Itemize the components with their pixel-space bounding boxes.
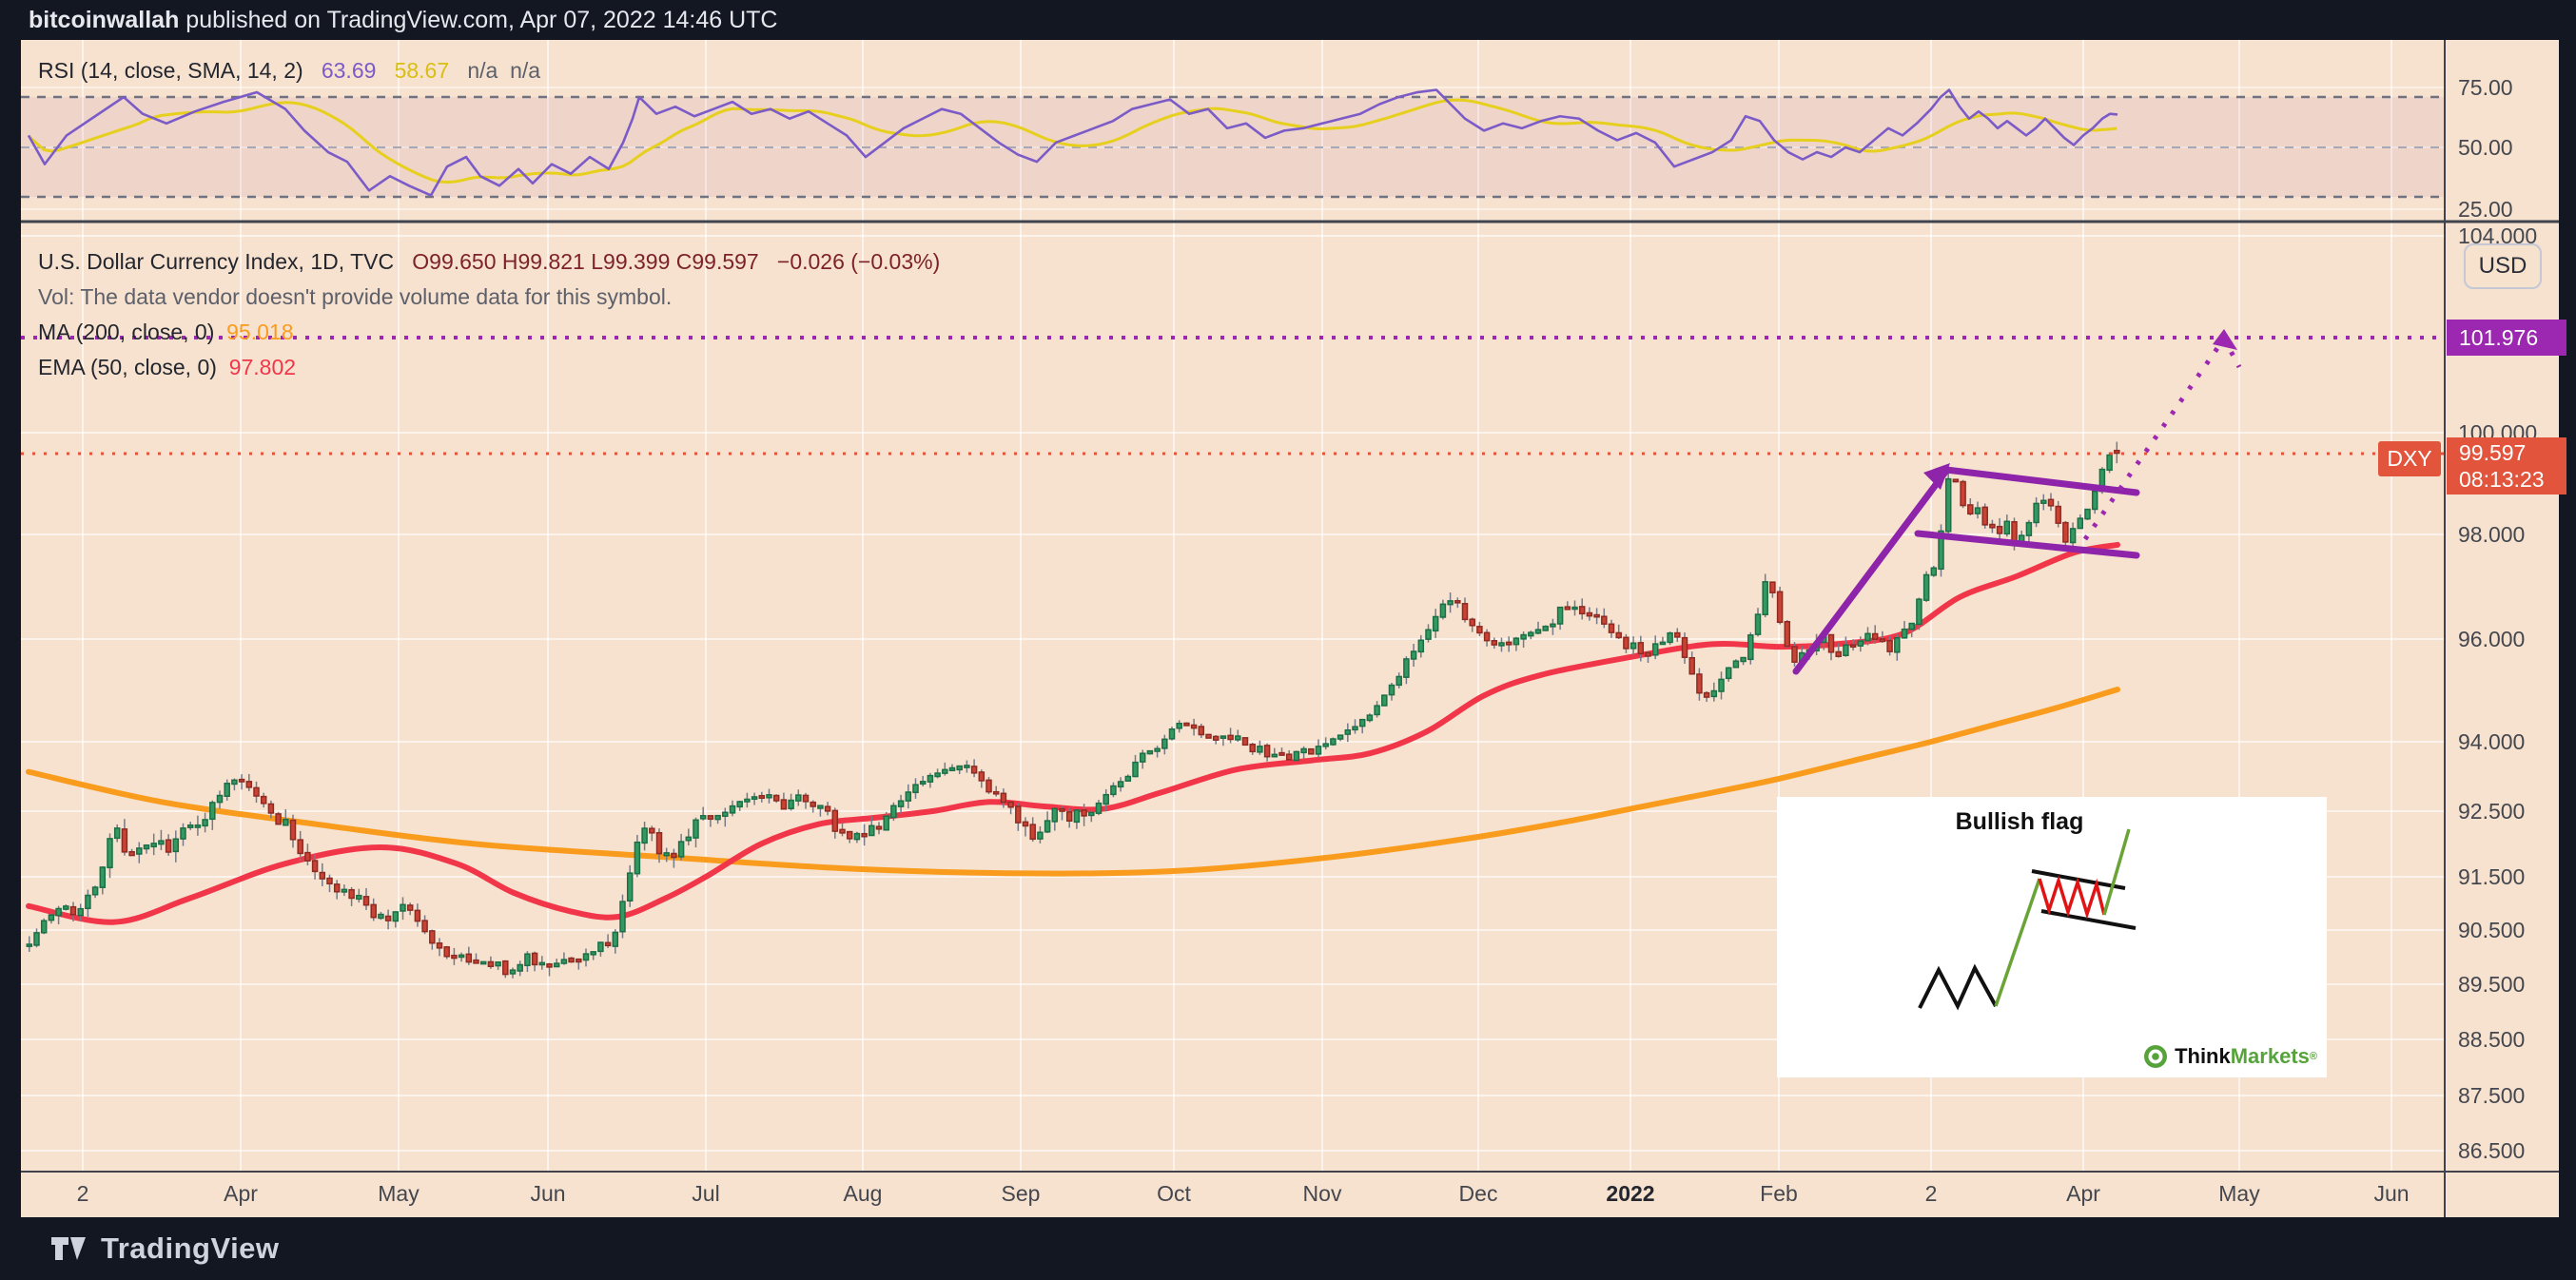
time-tick-label: Jul: [692, 1181, 720, 1206]
price-tick-label: 91.500: [2458, 864, 2526, 889]
attribution-text: published on TradingView.com, Apr 07, 20…: [179, 7, 778, 33]
time-tick-label: May: [378, 1181, 420, 1206]
time-tick-label: Aug: [843, 1181, 883, 1206]
price-tick-label: 88.500: [2458, 1027, 2526, 1052]
rsi-na1: n/a: [467, 58, 498, 83]
rsi-na2: n/a: [510, 58, 541, 83]
ma-label: MA (200, close, 0): [38, 320, 215, 344]
time-tick-label: 2022: [1606, 1181, 1655, 1206]
symbol-price-tag: DXY: [2378, 441, 2441, 476]
last-price-label: 99.597 08:13:23: [2447, 437, 2566, 495]
time-tick-label: 2: [76, 1181, 89, 1206]
time-tick-label: Apr: [2066, 1181, 2100, 1206]
rsi-legend-label: RSI (14, close, SMA, 14, 2): [38, 58, 303, 83]
price-tick-label: 25.00: [2458, 197, 2513, 222]
thinkmarkets-icon: [2144, 1045, 2168, 1068]
time-tick-label: Apr: [224, 1181, 258, 1206]
countdown-timer: 08:13:23: [2459, 467, 2545, 492]
ema-label: EMA (50, close, 0): [38, 355, 217, 379]
attribution-bar: bitcoinwallah published on TradingView.c…: [0, 0, 2576, 40]
price-tick-label: 96.000: [2458, 627, 2526, 651]
time-tick-label: Jun: [530, 1181, 566, 1206]
price-tick-label: 89.500: [2458, 972, 2526, 997]
projected-price-label: 101.976: [2447, 320, 2566, 356]
tradingview-logo-icon: [51, 1237, 86, 1260]
price-tick-label: 50.00: [2458, 135, 2513, 160]
price-tick-label: 90.500: [2458, 918, 2526, 942]
price-tick-label: 94.000: [2458, 729, 2526, 754]
time-tick-label: May: [2218, 1181, 2260, 1206]
ema-value: 97.802: [228, 355, 297, 379]
bullish-flag-inset-image: Bullish flag Think Markets ®: [1777, 797, 2327, 1077]
time-tick-label: Oct: [1157, 1181, 1191, 1206]
price-tick-label: 92.500: [2458, 799, 2526, 824]
inset-title: Bullish flag: [1955, 808, 2084, 835]
footer-bar: TradingView: [0, 1217, 2576, 1280]
price-tick-label: 87.500: [2458, 1083, 2526, 1108]
rsi-legend[interactable]: RSI (14, close, SMA, 14, 2) 63.69 58.67 …: [38, 58, 540, 84]
rsi-signal-value: 58.67: [394, 58, 450, 83]
price-axis[interactable]: 75.00 50.00 25.00 104.000 100.000 98.000 96.00…: [2447, 40, 2559, 1217]
time-tick-label: Feb: [1760, 1181, 1798, 1206]
ma-value: 95.018: [226, 320, 294, 344]
change-value: −0.026 (−0.03%): [776, 249, 941, 274]
tradingview-logo-text: TradingView: [101, 1232, 280, 1265]
bullish-flag-diagram: [1918, 828, 2137, 1011]
currency-toggle-button[interactable]: USD: [2464, 243, 2542, 289]
time-tick-label: Jun: [2373, 1181, 2410, 1206]
main-legend[interactable]: U.S. Dollar Currency Index, 1D, TVC O99.…: [38, 248, 940, 389]
ohlc-values: O99.650 H99.821 L99.399 C99.597: [412, 249, 759, 274]
time-tick-label: Sep: [1001, 1181, 1041, 1206]
last-price-value: 99.597: [2459, 440, 2527, 465]
rsi-value: 63.69: [321, 58, 377, 83]
price-tick-label: 75.00: [2458, 75, 2513, 100]
author-name: bitcoinwallah: [29, 7, 180, 33]
volume-note: Vol: The data vendor doesn't provide vol…: [38, 284, 673, 309]
symbol-title: U.S. Dollar Currency Index, 1D, TVC: [38, 249, 395, 274]
price-tick-label: 98.000: [2458, 522, 2526, 547]
time-tick-label: Dec: [1458, 1181, 1498, 1206]
time-tick-label: Nov: [1302, 1181, 1342, 1206]
time-tick-label: 2: [1924, 1181, 1938, 1206]
time-axis[interactable]: 2 Apr May Jun Jul Aug Sep Oct Nov Dec 2022 Feb 2 Apr M…: [21, 1172, 2445, 1217]
thinkmarkets-brand: Think Markets ®: [2142, 1043, 2317, 1070]
price-tick-label: 86.500: [2458, 1138, 2526, 1163]
